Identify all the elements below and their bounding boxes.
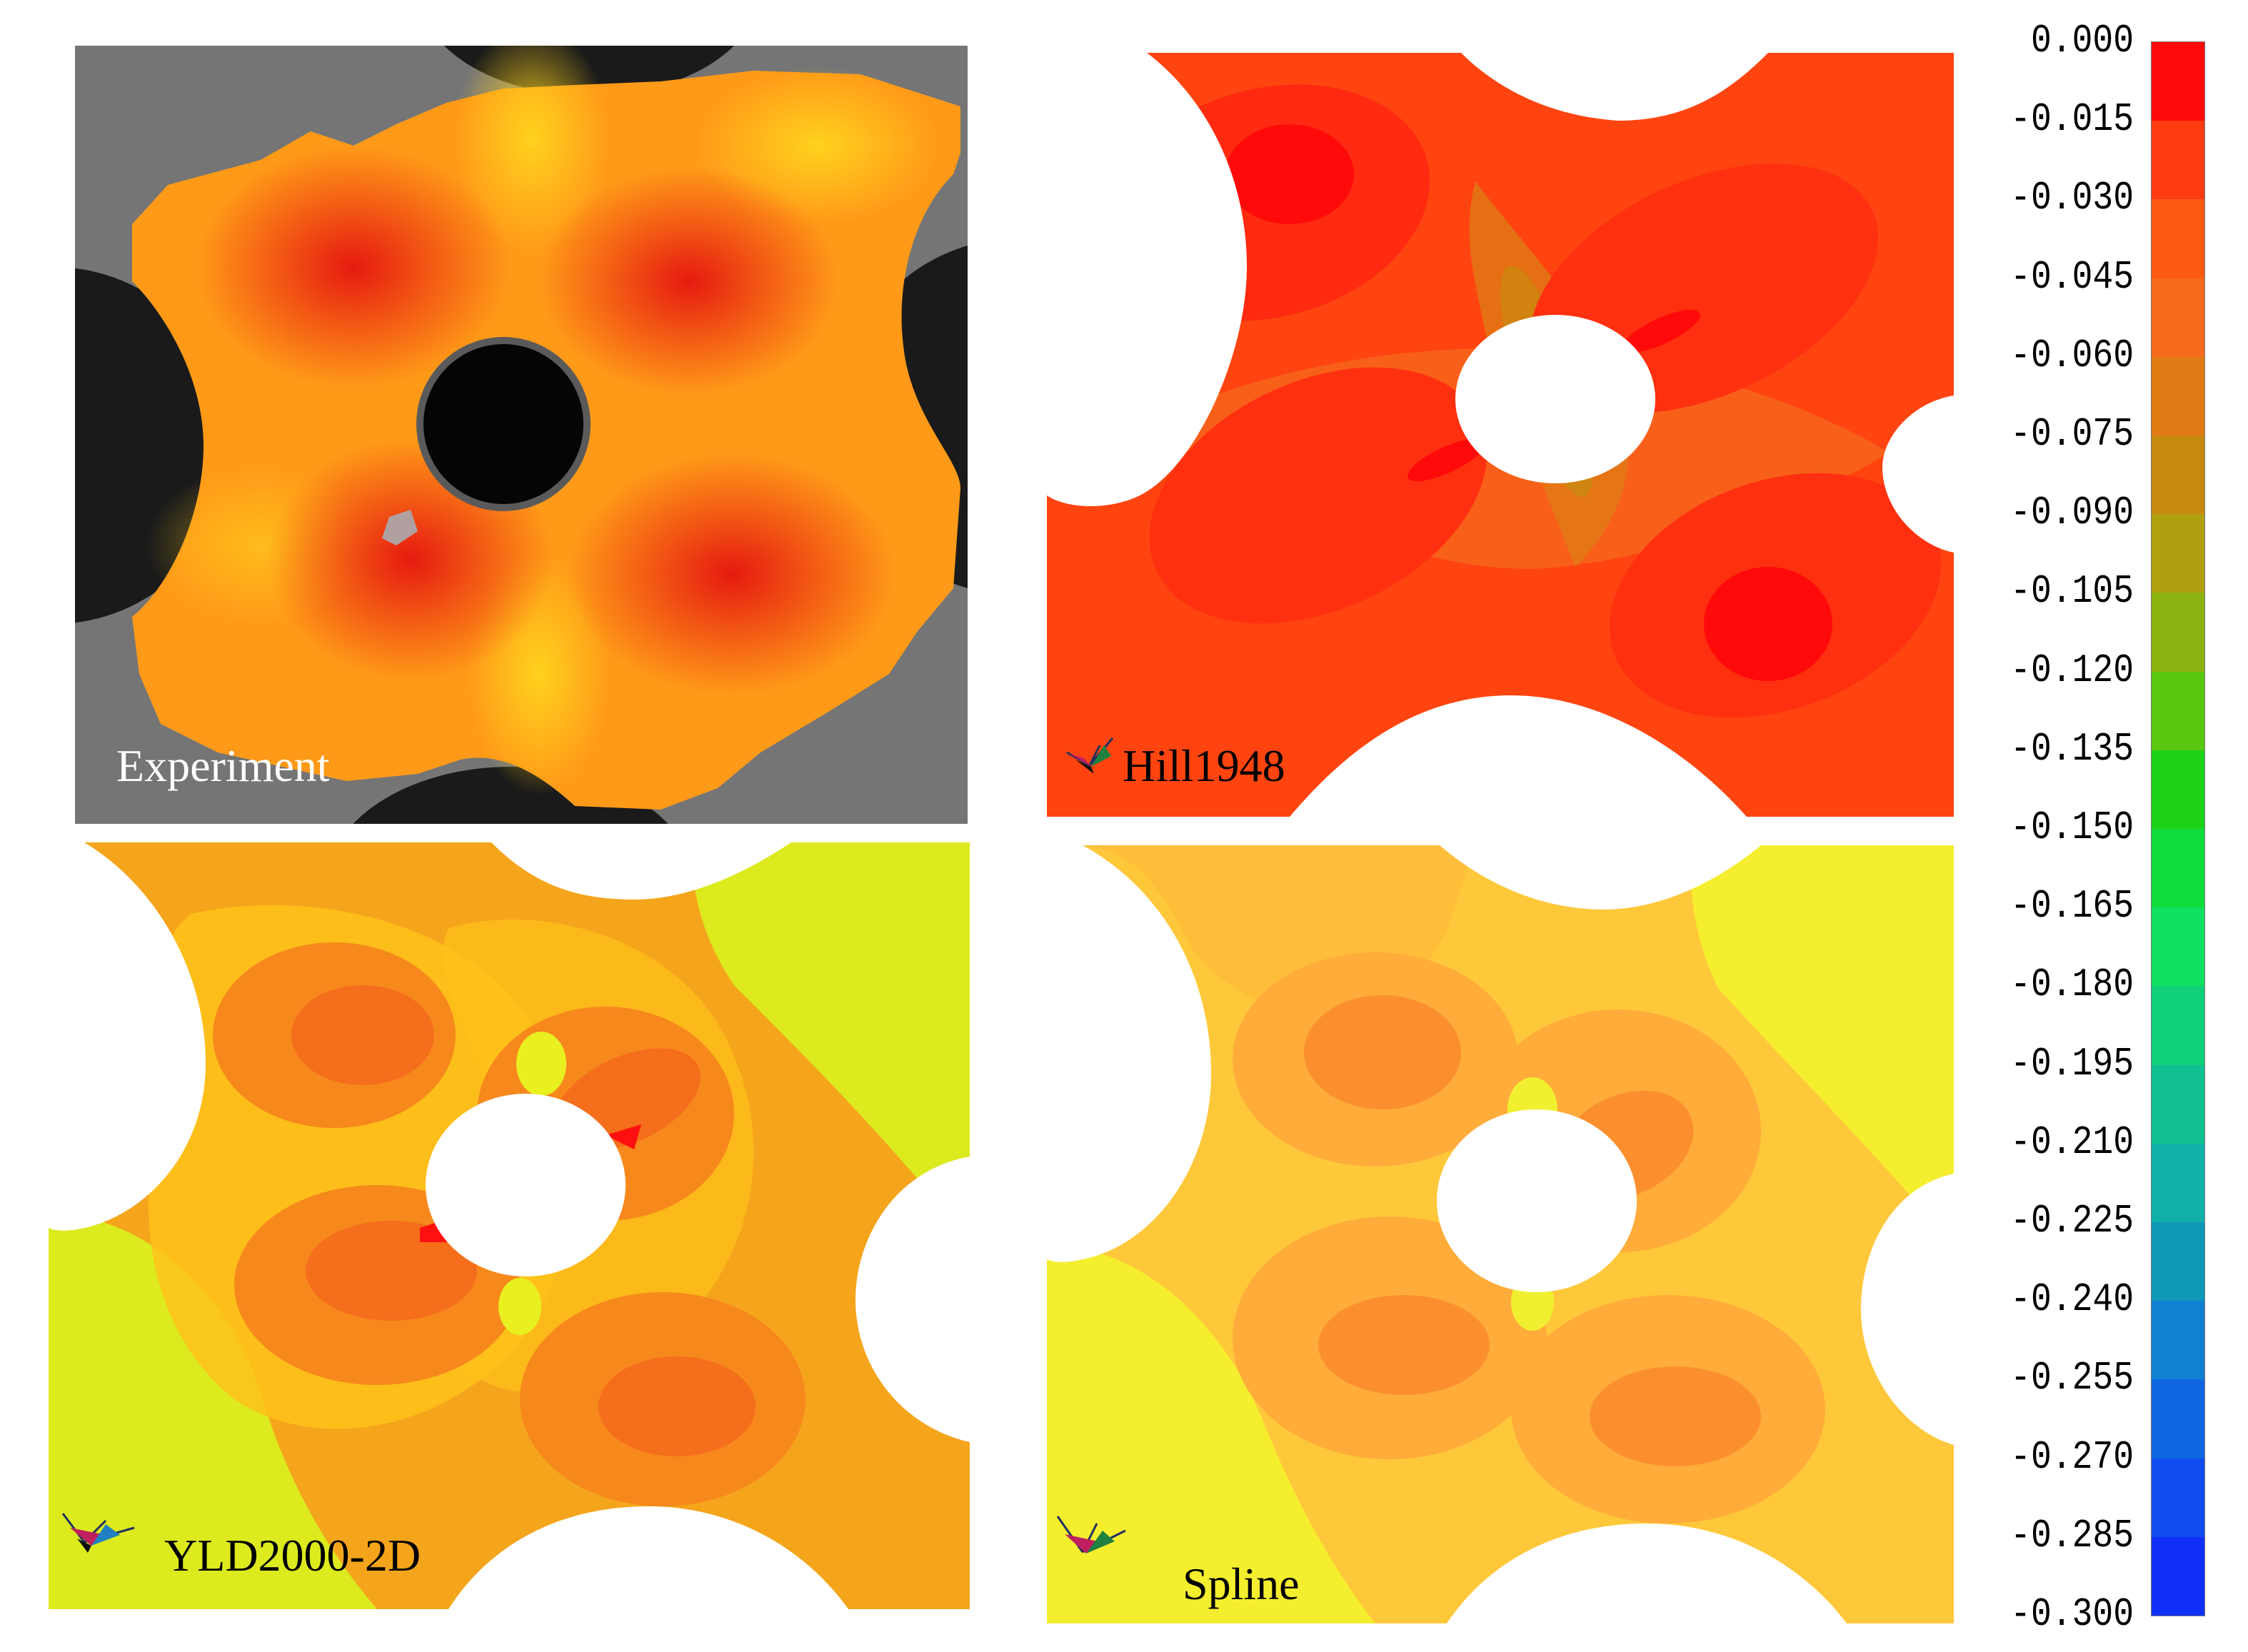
colorbar-tick-label: -0.045 xyxy=(2010,255,2134,300)
colorbar-segment xyxy=(2152,1222,2204,1301)
colorbar-segment xyxy=(2152,671,2204,750)
experiment-panel: Experiment xyxy=(75,46,968,824)
yld2000-label: YLD2000-2D xyxy=(164,1530,421,1581)
spline-panel: Spline xyxy=(1047,845,1954,1623)
colorbar-segment xyxy=(2152,750,2204,830)
hill1948-contour xyxy=(1047,53,1954,817)
colorbar-tick-label: -0.225 xyxy=(2010,1199,2134,1244)
colorbar-segment xyxy=(2152,1143,2204,1223)
colorbar-segment xyxy=(2152,199,2204,278)
experiment-label: Experiment xyxy=(116,740,330,791)
colorbar-segment xyxy=(2152,1536,2204,1616)
colorbar-tick-label: -0.150 xyxy=(2010,805,2134,851)
colorbar-segment xyxy=(2152,907,2204,987)
colorbar-segment xyxy=(2152,278,2204,357)
colorbar-segment xyxy=(2152,593,2204,672)
colorbar-tick-label: -0.285 xyxy=(2010,1514,2134,1558)
hill1948-label: Hill1948 xyxy=(1123,740,1285,791)
colorbar-segment xyxy=(2152,435,2204,515)
colorbar-segment xyxy=(2152,121,2204,200)
colorbar-segment xyxy=(2152,1301,2204,1380)
colorbar-tick-label: -0.015 xyxy=(2010,98,2134,143)
colorbar-tick-label: -0.075 xyxy=(2010,412,2134,458)
colorbar-tick-label: -0.240 xyxy=(2010,1278,2134,1323)
colorbar-segment xyxy=(2152,356,2204,436)
colorbar-tick-label: 0.000 xyxy=(2030,19,2134,64)
hill1948-panel: Hill1948 xyxy=(1047,53,1954,817)
colorbar-tick-label: -0.180 xyxy=(2010,963,2134,1008)
colorbar-tick-label: -0.030 xyxy=(2010,176,2134,221)
colorbar-tick-label: -0.120 xyxy=(2010,648,2134,693)
colorbar-tick-label: -0.090 xyxy=(2010,491,2134,536)
colorbar-tick-label: -0.105 xyxy=(2010,570,2134,615)
colorbar-tick-label: -0.270 xyxy=(2010,1435,2134,1480)
yld2000-contour xyxy=(49,842,970,1609)
colorbar-tick-label: -0.300 xyxy=(2010,1592,2134,1638)
experiment-contour xyxy=(75,46,968,824)
colorbar xyxy=(2151,41,2205,1616)
colorbar-tick-label: -0.135 xyxy=(2010,727,2134,772)
colorbar-tick-label: -0.255 xyxy=(2010,1356,2134,1401)
colorbar-segment xyxy=(2152,1458,2204,1537)
colorbar-tick-label: -0.165 xyxy=(2010,885,2134,930)
yld2000-panel: YLD2000-2D xyxy=(49,842,970,1609)
colorbar-tick-label: -0.060 xyxy=(2010,333,2134,378)
colorbar-tick-label: -0.195 xyxy=(2010,1042,2134,1087)
colorbar-segment xyxy=(2152,42,2204,121)
colorbar-tick-label: -0.210 xyxy=(2010,1120,2134,1165)
spline-contour xyxy=(1047,845,1954,1623)
colorbar-segment xyxy=(2152,514,2204,593)
colorbar-segment xyxy=(2152,1379,2204,1459)
colorbar-segment xyxy=(2152,986,2204,1065)
spline-label: Spline xyxy=(1183,1558,1300,1609)
colorbar-segment xyxy=(2152,1064,2204,1144)
colorbar-segment xyxy=(2152,829,2204,908)
